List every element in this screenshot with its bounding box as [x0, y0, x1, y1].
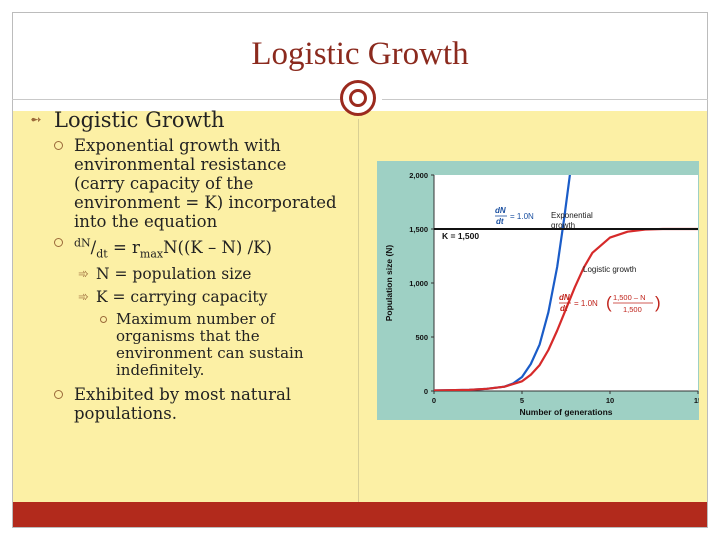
heading-bullet: ➻ Logistic Growth [20, 108, 340, 132]
feather-bullet-icon: ➻ [30, 112, 42, 128]
circle-bullet-icon [100, 315, 107, 323]
arrow-bullet-icon: ➾ [78, 266, 89, 282]
y-tick-label: 500 [415, 333, 428, 342]
exp-label-2: growth [551, 221, 575, 230]
eq-slash: / [90, 237, 97, 257]
circle-bullet-icon [54, 141, 63, 150]
bullet-item: Exhibited by most natural populations. [20, 385, 340, 423]
arrow-bullet-icon: ➾ [78, 289, 89, 305]
x-tick-label: 15 [694, 396, 699, 405]
title-rule-right [382, 99, 708, 100]
y-tick-label: 2,000 [409, 171, 428, 180]
x-axis-label: Number of generations [519, 407, 612, 417]
decorative-ring-icon [340, 80, 376, 116]
logistic-annotation: Logistic growth dN dt = 1.0N ( 1,500 – N… [559, 265, 661, 314]
sub-sub-bullet-text: Maximum number of organisms that the env… [116, 309, 304, 379]
log-eq-rhs: = 1.0N [574, 299, 598, 308]
equation: dN/dt = rmaxN((K – N) /K) [74, 236, 272, 260]
exp-eq-num: dN [495, 206, 506, 215]
sub-bullet-text: K = carrying capacity [96, 287, 268, 306]
circle-bullet-icon [54, 389, 63, 399]
content-divider [358, 119, 359, 502]
eq-rest: N((K – N) /K) [163, 237, 272, 257]
x-tick-label: 5 [520, 396, 524, 405]
carrying-capacity-label: K = 1,500 [442, 231, 479, 241]
eq-dt: dt [96, 246, 108, 260]
log-frac-den: 1,500 [623, 305, 642, 314]
bullet-text: Exponential growth with environmental re… [74, 136, 337, 231]
bullet-text-area: ➻ Logistic Growth Exponential growth wit… [20, 108, 340, 425]
sub-sub-bullet: Maximum number of organisms that the env… [20, 309, 340, 379]
logistic-growth-chart: 0 500 1,000 1,500 2,000 0 5 10 15 K = 1,500 Popu… [377, 161, 699, 420]
eq-max: max [139, 246, 164, 260]
footer-bar [13, 502, 707, 527]
sub-bullet: ➾ N = population size [20, 265, 340, 284]
exponential-annotation: dN dt = 1.0N Exponential growth [495, 206, 593, 230]
sub-bullet-text: N = population size [96, 264, 252, 283]
bullet-text: Exhibited by most natural populations. [74, 384, 292, 423]
log-eq-num: dN [559, 293, 570, 302]
y-axis-label-group: Population size (N) [384, 245, 394, 322]
bullet-item: Exponential growth with environmental re… [20, 136, 340, 231]
equation-bullet: dN/dt = rmaxN((K – N) /K) [20, 233, 340, 263]
logistic-growth-curve [434, 227, 698, 391]
log-frac-num: 1,500 – N [613, 293, 646, 302]
y-tick-label: 1,500 [409, 225, 428, 234]
log-eq-den: dt [560, 304, 568, 313]
title-rule-left [12, 99, 342, 100]
log-label: Logistic growth [583, 265, 636, 274]
eq-equals-r: = r [107, 237, 140, 257]
exp-label-1: Exponential [551, 211, 593, 220]
slide-frame [12, 12, 708, 528]
y-tick-label: 0 [424, 387, 428, 396]
y-axis-label: Population size (N) [384, 245, 394, 322]
exp-eq-rhs: = 1.0N [510, 212, 534, 221]
decorative-ring-inner [349, 89, 367, 107]
x-tick-label: 0 [432, 396, 436, 405]
eq-dn: dN [74, 236, 91, 249]
circle-bullet-icon [54, 238, 63, 247]
slide-title: Logistic Growth [251, 36, 469, 72]
log-paren-close: ) [655, 293, 661, 312]
exp-eq-den: dt [496, 217, 504, 226]
x-tick-label: 10 [606, 396, 614, 405]
sub-bullet: ➾ K = carrying capacity [20, 288, 340, 307]
log-paren-open: ( [606, 293, 612, 312]
y-tick-label: 1,000 [409, 279, 428, 288]
heading-text: Logistic Growth [54, 108, 225, 132]
